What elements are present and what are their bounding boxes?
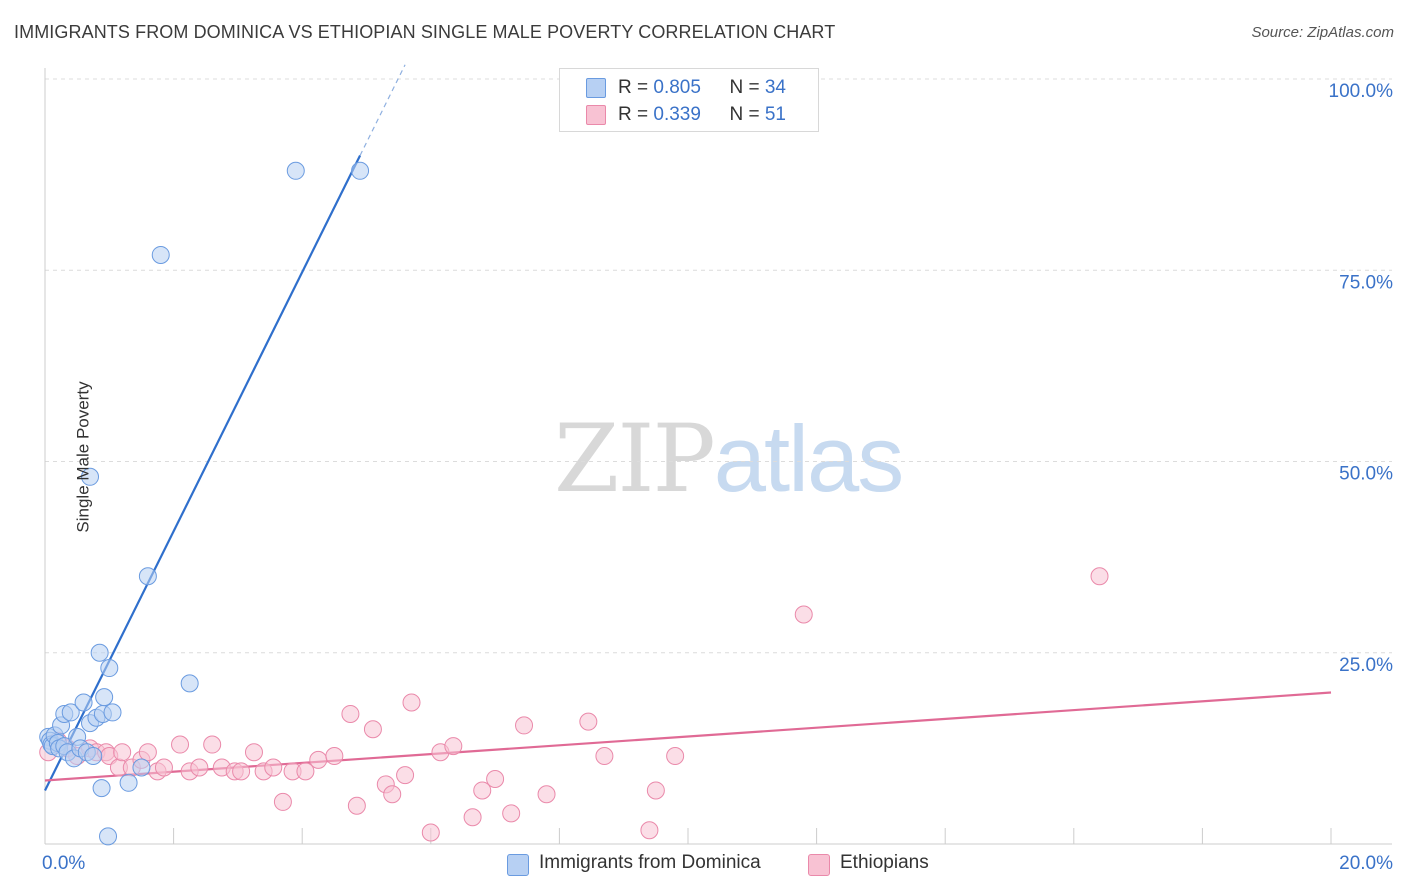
point-ethiopians xyxy=(190,758,209,777)
point-ethiopians xyxy=(502,804,521,823)
point-dominica xyxy=(99,827,118,846)
legend-r-value: 0.805 xyxy=(653,77,701,98)
trend-line-dominica xyxy=(44,155,362,791)
point-ethiopians xyxy=(473,781,492,800)
point-ethiopians xyxy=(402,693,421,712)
trend-lines xyxy=(44,64,1332,791)
x-tick-label: 0.0% xyxy=(42,853,85,874)
source-label: Source: ZipAtlas.com xyxy=(1251,24,1394,41)
point-ethiopians xyxy=(646,781,665,800)
point-ethiopians xyxy=(396,766,415,785)
point-dominica xyxy=(61,703,80,722)
legend-r-label: R = xyxy=(618,104,654,125)
point-ethiopians xyxy=(579,712,598,731)
legend-swatch-blue xyxy=(586,78,606,98)
y-tick-label: 50.0% xyxy=(1339,464,1393,485)
point-ethiopians xyxy=(203,735,222,754)
watermark: ZIPatlas xyxy=(554,405,905,514)
point-ethiopians xyxy=(325,747,344,766)
point-ethiopians xyxy=(640,821,659,840)
axes xyxy=(44,68,1392,845)
point-ethiopians xyxy=(341,704,360,723)
legend-n-label: N = xyxy=(729,104,765,125)
point-ethiopians xyxy=(309,750,328,769)
point-dominica xyxy=(81,467,100,486)
bottom-legend-label: Ethiopians xyxy=(840,852,929,873)
point-dominica xyxy=(138,567,157,586)
point-dominica xyxy=(100,659,119,678)
data-points xyxy=(39,161,1109,846)
bottom-legend-label: Immigrants from Dominica xyxy=(539,852,761,873)
legend-r-label: R = xyxy=(618,77,654,98)
x-tick-label: 20.0% xyxy=(1339,853,1393,874)
point-dominica xyxy=(74,693,93,712)
point-ethiopians xyxy=(595,747,614,766)
y-tick-label: 25.0% xyxy=(1339,655,1393,676)
stats-legend: R = 0.805 N = 34 R = 0.339 N = 51 xyxy=(559,68,819,132)
point-ethiopians xyxy=(113,743,132,762)
point-dominica xyxy=(84,747,103,766)
point-ethiopians xyxy=(515,716,534,735)
point-dominica xyxy=(286,161,305,180)
point-ethiopians xyxy=(486,769,505,788)
trend-line-dominica-extension xyxy=(359,64,406,156)
bottom-legend-swatch-pink xyxy=(808,854,830,876)
point-dominica xyxy=(103,703,122,722)
point-dominica xyxy=(119,773,138,792)
point-dominica xyxy=(351,161,370,180)
legend-n-value: 34 xyxy=(764,77,786,98)
legend-n-label: N = xyxy=(729,77,765,98)
watermark-atlas: atlas xyxy=(713,406,905,511)
point-ethiopians xyxy=(296,762,315,781)
point-dominica xyxy=(90,643,109,662)
point-ethiopians xyxy=(171,735,190,754)
point-ethiopians xyxy=(154,758,173,777)
point-dominica xyxy=(180,674,199,693)
point-ethiopians xyxy=(244,743,263,762)
point-ethiopians xyxy=(463,808,482,827)
point-ethiopians xyxy=(347,796,366,815)
point-ethiopians xyxy=(794,605,813,624)
bottom-legend-swatch-blue xyxy=(507,854,529,876)
y-axis-label: Single Male Poverty xyxy=(73,381,93,533)
point-ethiopians xyxy=(537,785,556,804)
watermark-zip: ZIP xyxy=(554,405,716,514)
point-dominica xyxy=(132,758,151,777)
y-tick-label: 100.0% xyxy=(1329,81,1394,102)
point-ethiopians xyxy=(138,743,157,762)
point-ethiopians xyxy=(363,720,382,739)
legend-swatch-pink xyxy=(586,105,606,125)
point-dominica xyxy=(92,779,111,798)
point-ethiopians xyxy=(232,762,251,781)
point-ethiopians xyxy=(273,792,292,811)
point-ethiopians xyxy=(666,747,685,766)
y-tick-label: 75.0% xyxy=(1339,272,1393,293)
point-ethiopians xyxy=(1090,567,1109,586)
tick-labels: 25.0% 50.0% 75.0% 100.0% 0.0% 20.0% xyxy=(42,81,1393,874)
point-ethiopians xyxy=(444,737,463,756)
point-dominica xyxy=(95,688,114,707)
grid-lines xyxy=(45,78,1392,654)
legend-n-value: 51 xyxy=(764,104,786,125)
point-dominica xyxy=(151,245,170,264)
point-ethiopians xyxy=(264,758,283,777)
chart-title: IMMIGRANTS FROM DOMINICA VS ETHIOPIAN SI… xyxy=(14,22,836,42)
legend-r-value: 0.339 xyxy=(653,104,701,125)
point-ethiopians xyxy=(421,823,440,842)
point-ethiopians xyxy=(383,785,402,804)
